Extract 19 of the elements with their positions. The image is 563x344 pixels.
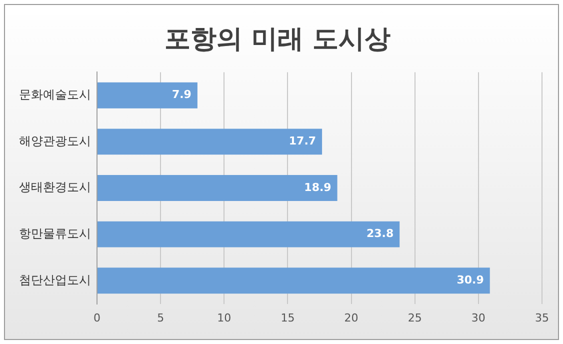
x-tick-label: 0 bbox=[94, 311, 100, 324]
chart-title: 포항의 미래 도시상 bbox=[164, 24, 391, 54]
x-tick-label: 20 bbox=[344, 311, 358, 324]
y-tick-label: 문화예술도시 bbox=[19, 87, 91, 102]
x-tick-label: 5 bbox=[157, 311, 164, 324]
x-tick-label: 10 bbox=[217, 311, 232, 324]
data-label: 18.9 bbox=[304, 180, 332, 194]
y-tick-label: 항만물류도시 bbox=[19, 226, 91, 240]
x-tick-label: 15 bbox=[280, 311, 295, 324]
data-label: 17.7 bbox=[288, 134, 316, 148]
x-tick-label: 25 bbox=[408, 311, 422, 324]
data-label: 7.9 bbox=[172, 88, 192, 102]
y-tick-label: 생태환경도시 bbox=[19, 180, 91, 194]
data-label: 30.9 bbox=[456, 274, 484, 286]
data-label: 23.8 bbox=[366, 227, 394, 240]
y-tick-label: 첨단산업도시 bbox=[19, 272, 91, 287]
x-tick-label: 30 bbox=[471, 311, 486, 324]
x-tick-label: 35 bbox=[535, 311, 549, 324]
y-tick-label: 해양관광도시 bbox=[19, 134, 91, 148]
